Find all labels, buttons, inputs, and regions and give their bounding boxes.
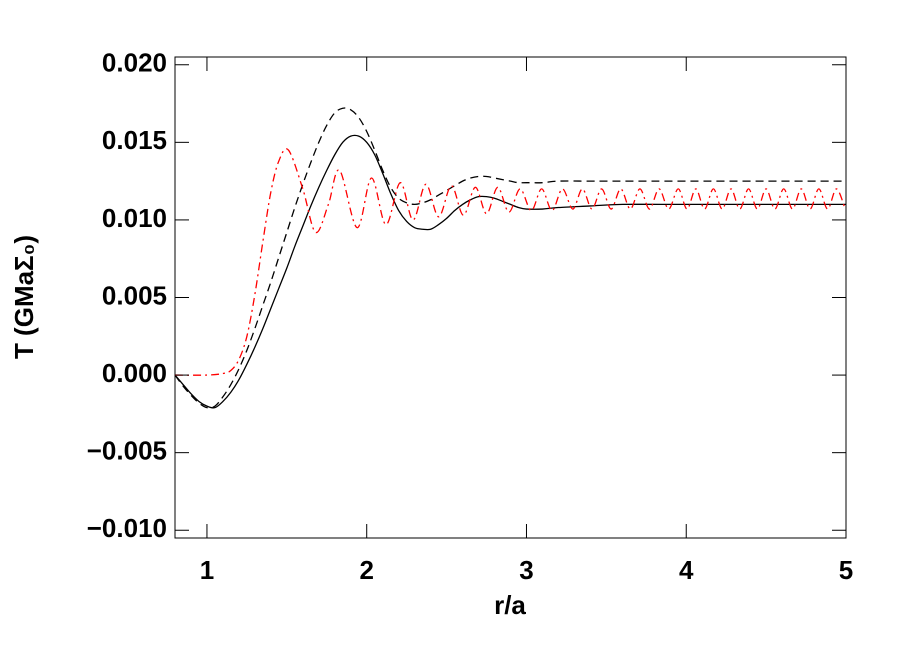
- x-tick-label: 3: [519, 555, 533, 585]
- y-tick-label: −0.010: [87, 513, 167, 543]
- x-tick-label: 4: [679, 555, 694, 585]
- series-line: [175, 107, 846, 409]
- lines: [175, 107, 846, 409]
- x-axis-label: r/a: [494, 590, 526, 620]
- series-line: [175, 134, 846, 409]
- y-tick-label: 0.020: [102, 48, 167, 78]
- y-tick-label: 0.015: [102, 125, 167, 155]
- y-tick-label: 0.000: [102, 358, 167, 388]
- x-tick-label: 5: [839, 555, 853, 585]
- series-line: [175, 148, 846, 376]
- x-tick-label: 1: [200, 555, 214, 585]
- x-tick-label: 2: [359, 555, 373, 585]
- y-tick-label: 0.005: [102, 280, 167, 310]
- y-tick-label: −0.005: [87, 436, 167, 466]
- y-tick-label: 0.010: [102, 203, 167, 233]
- y-axis-label: T (GMaΣ₀): [9, 235, 39, 359]
